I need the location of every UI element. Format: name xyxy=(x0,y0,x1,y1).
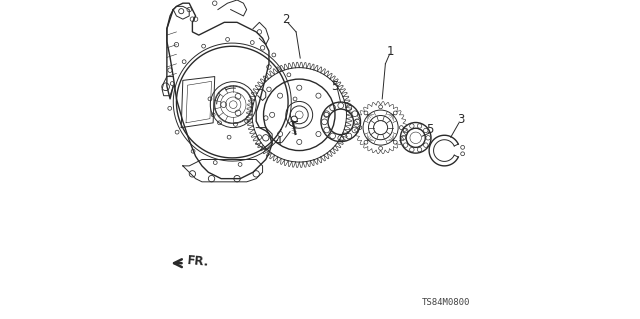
Text: FR.: FR. xyxy=(187,255,210,269)
Text: 1: 1 xyxy=(387,45,394,57)
Text: 5: 5 xyxy=(332,80,339,93)
Text: 5: 5 xyxy=(426,123,434,136)
Text: 2: 2 xyxy=(282,13,289,26)
Text: TS84M0800: TS84M0800 xyxy=(422,298,470,307)
Text: 4: 4 xyxy=(275,136,282,148)
Text: 3: 3 xyxy=(457,113,464,126)
